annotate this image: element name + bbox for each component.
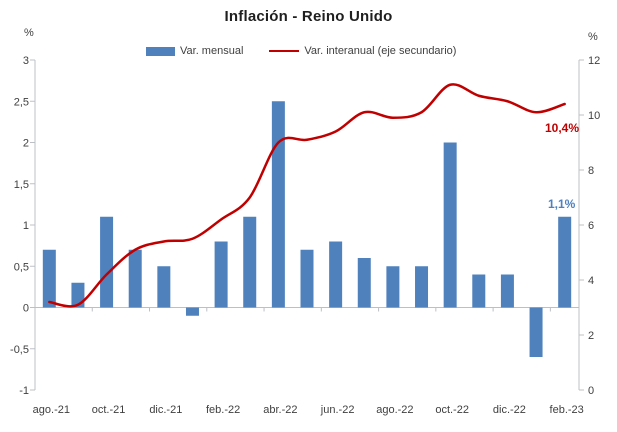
legend: Var. mensual Var. interanual (eje secund… [146, 45, 456, 57]
y-axis-left-tick-label: 3 [23, 55, 29, 67]
bar [329, 241, 343, 308]
x-axis-tick-label: oct.-22 [435, 404, 469, 416]
bar [500, 274, 514, 308]
y-axis-left-tick-label: -1 [19, 385, 29, 397]
y-axis-left-tick-label: 2 [23, 138, 29, 150]
x-axis-tick-label: ago.-21 [33, 404, 70, 416]
bar [357, 258, 371, 308]
bar [243, 216, 257, 308]
bar [128, 249, 142, 308]
legend-item-interanual: Var. interanual (eje secundario) [269, 45, 456, 57]
bar [529, 307, 543, 357]
y-axis-right-tick-label: 6 [588, 220, 594, 232]
y-axis-right-tick-label: 10 [588, 110, 600, 122]
bar [185, 307, 199, 316]
bar [386, 266, 400, 308]
x-axis-tick-label: feb.-23 [550, 404, 584, 416]
line-series [48, 83, 566, 308]
bar [415, 266, 429, 308]
chart-title: Inflación - Reino Unido [224, 8, 393, 25]
bar [443, 142, 457, 308]
bar [42, 249, 56, 308]
x-axis-tick-label: ago.-22 [376, 404, 413, 416]
y-axis-right-tick-label: 2 [588, 330, 594, 342]
y-axis-right-tick-label: 12 [588, 55, 600, 67]
y-axis-left-tick-label: -0,5 [10, 344, 29, 356]
x-axis-tick-label: jun.-22 [320, 404, 355, 416]
y-axis-right-tick-label: 4 [588, 275, 594, 287]
x-axis-tick-label: feb.-22 [206, 404, 240, 416]
bar [214, 241, 228, 308]
legend-item-mensual: Var. mensual [146, 45, 243, 57]
x-axis-tick-label: abr.-22 [263, 404, 297, 416]
bar [157, 266, 171, 308]
legend-label-mensual: Var. mensual [180, 45, 244, 57]
y-axis-left-tick-label: 2,5 [14, 96, 29, 108]
data-label-mensual: 1,1% [548, 197, 576, 211]
left-axis-unit: % [24, 27, 34, 39]
bar [100, 216, 114, 308]
y-axis-left-tick-label: 0 [23, 303, 29, 315]
y-axis-left-tick-label: 0,5 [14, 261, 29, 273]
bar [300, 249, 314, 308]
y-axis-right-tick-label: 0 [588, 385, 594, 397]
bar [271, 101, 285, 308]
data-label-interanual: 10,4% [545, 121, 580, 135]
y-axis-left-tick-label: 1 [23, 220, 29, 232]
bar [558, 216, 572, 308]
legend-bar-swatch-icon [146, 46, 175, 56]
y-axis-left-tick-label: 1,5 [14, 179, 29, 191]
x-axis-tick-label: dic.-21 [149, 404, 182, 416]
legend-line-swatch-icon [269, 49, 300, 53]
x-axis-tick-label: dic.-22 [493, 404, 526, 416]
bar [472, 274, 486, 308]
legend-label-interanual: Var. interanual (eje secundario) [304, 45, 457, 57]
x-axis-tick-label: oct.-21 [92, 404, 126, 416]
y-axis-right-tick-label: 8 [588, 165, 594, 177]
right-axis-unit: % [588, 31, 598, 43]
